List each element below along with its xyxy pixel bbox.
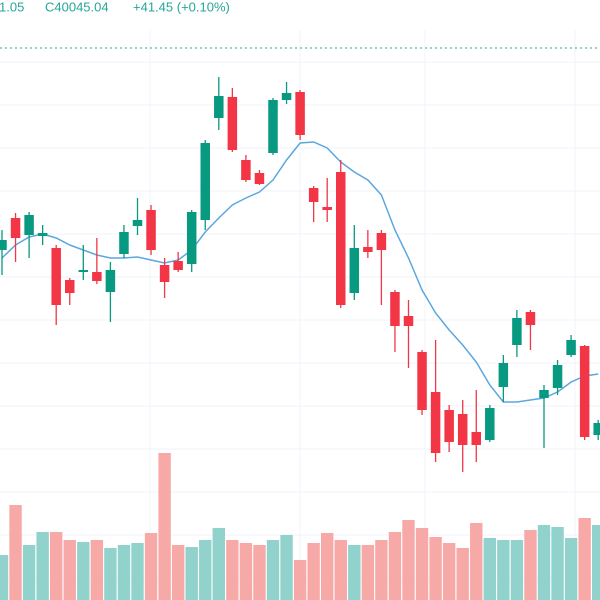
candle-body [498, 363, 509, 387]
candle-body [308, 188, 319, 202]
candle-body [552, 365, 563, 388]
volume-bar [497, 540, 510, 600]
volume-bar [158, 453, 171, 600]
volume-bar [90, 540, 104, 600]
volume-bar [144, 533, 158, 600]
volume-bar [293, 560, 307, 600]
volume-bar [402, 520, 415, 600]
candle-body [268, 100, 278, 153]
candle-body [146, 210, 156, 250]
volume-bar [483, 538, 496, 600]
candle-body [227, 97, 238, 150]
volume-bar [117, 545, 131, 600]
volume-bar [226, 540, 239, 600]
candle-body [593, 423, 600, 435]
volume-bar [551, 527, 564, 600]
candle-body [241, 160, 251, 180]
candle-body [214, 96, 224, 118]
volume-bar [348, 545, 361, 600]
volume-bar [375, 540, 388, 600]
volume-bar [63, 540, 76, 600]
candle-body [65, 280, 75, 293]
candle-body [281, 93, 292, 100]
candle-body [24, 215, 34, 235]
volume-bar [415, 528, 429, 600]
moving-average [1, 141, 599, 403]
volume-bar [307, 543, 320, 600]
volume-bar [361, 545, 375, 600]
candle-body [186, 212, 197, 264]
volume-bar [185, 547, 198, 600]
candle-body [512, 318, 522, 345]
candle-body [566, 340, 576, 355]
volume-bar [104, 548, 117, 600]
volume-bar [77, 542, 90, 600]
volume-bar [239, 543, 253, 600]
volume-bar [524, 530, 537, 600]
candle-body [403, 316, 414, 326]
header-close: C40045.04 [45, 0, 109, 14]
candle-body [37, 233, 48, 236]
candle-body [159, 265, 170, 282]
volume-bar [578, 518, 591, 600]
candle-body [51, 248, 61, 305]
candle-body [119, 232, 129, 254]
volume-bar [456, 548, 469, 600]
volume-bar [0, 555, 9, 600]
volume-bar [280, 535, 293, 600]
candle-body [295, 92, 305, 135]
candle-body [336, 172, 346, 305]
candle-body [349, 248, 360, 293]
candle-body [173, 261, 183, 270]
candle-body [105, 270, 116, 292]
candle-body [10, 218, 21, 238]
volume-bar [321, 533, 334, 600]
volume-bar [131, 543, 144, 600]
candle-body [485, 408, 495, 440]
candle-body [525, 312, 536, 325]
volume-bar [470, 523, 483, 600]
candle-body [200, 143, 210, 220]
volume-bar [334, 540, 347, 600]
candle-body [471, 432, 481, 445]
volume-bar [537, 525, 551, 600]
volume-bar [510, 540, 524, 600]
candle-body [430, 392, 441, 453]
candle-body [322, 207, 332, 210]
volume-bar [50, 532, 63, 600]
candle-body [132, 220, 143, 226]
candle-body [390, 292, 400, 326]
candle-body [579, 346, 590, 437]
header-value: 1.05 [0, 0, 24, 14]
header-change: +41.45 (+0.10%) [133, 0, 230, 14]
candle-body [444, 410, 454, 442]
candle-body [0, 240, 7, 250]
candle-body [457, 414, 468, 445]
candle-body [417, 352, 427, 410]
volume-bar [199, 540, 212, 600]
volume-bar [9, 505, 22, 600]
volume-bar [36, 532, 49, 600]
volume-bar [253, 545, 266, 600]
candle-body [363, 247, 373, 252]
volume-bar [212, 528, 225, 600]
candle-body [539, 390, 549, 398]
candle-body [78, 270, 89, 272]
volume-bar [171, 545, 185, 600]
candle-body [254, 173, 265, 184]
candle-body [376, 233, 387, 250]
volume-bar [564, 538, 578, 600]
volume-bar [22, 545, 36, 600]
volume-bar [429, 537, 442, 600]
volume-bar [442, 543, 456, 600]
volume-bar [592, 525, 600, 600]
candle-body [92, 272, 102, 281]
volume-bar [388, 532, 402, 600]
volume-bar [266, 540, 280, 600]
